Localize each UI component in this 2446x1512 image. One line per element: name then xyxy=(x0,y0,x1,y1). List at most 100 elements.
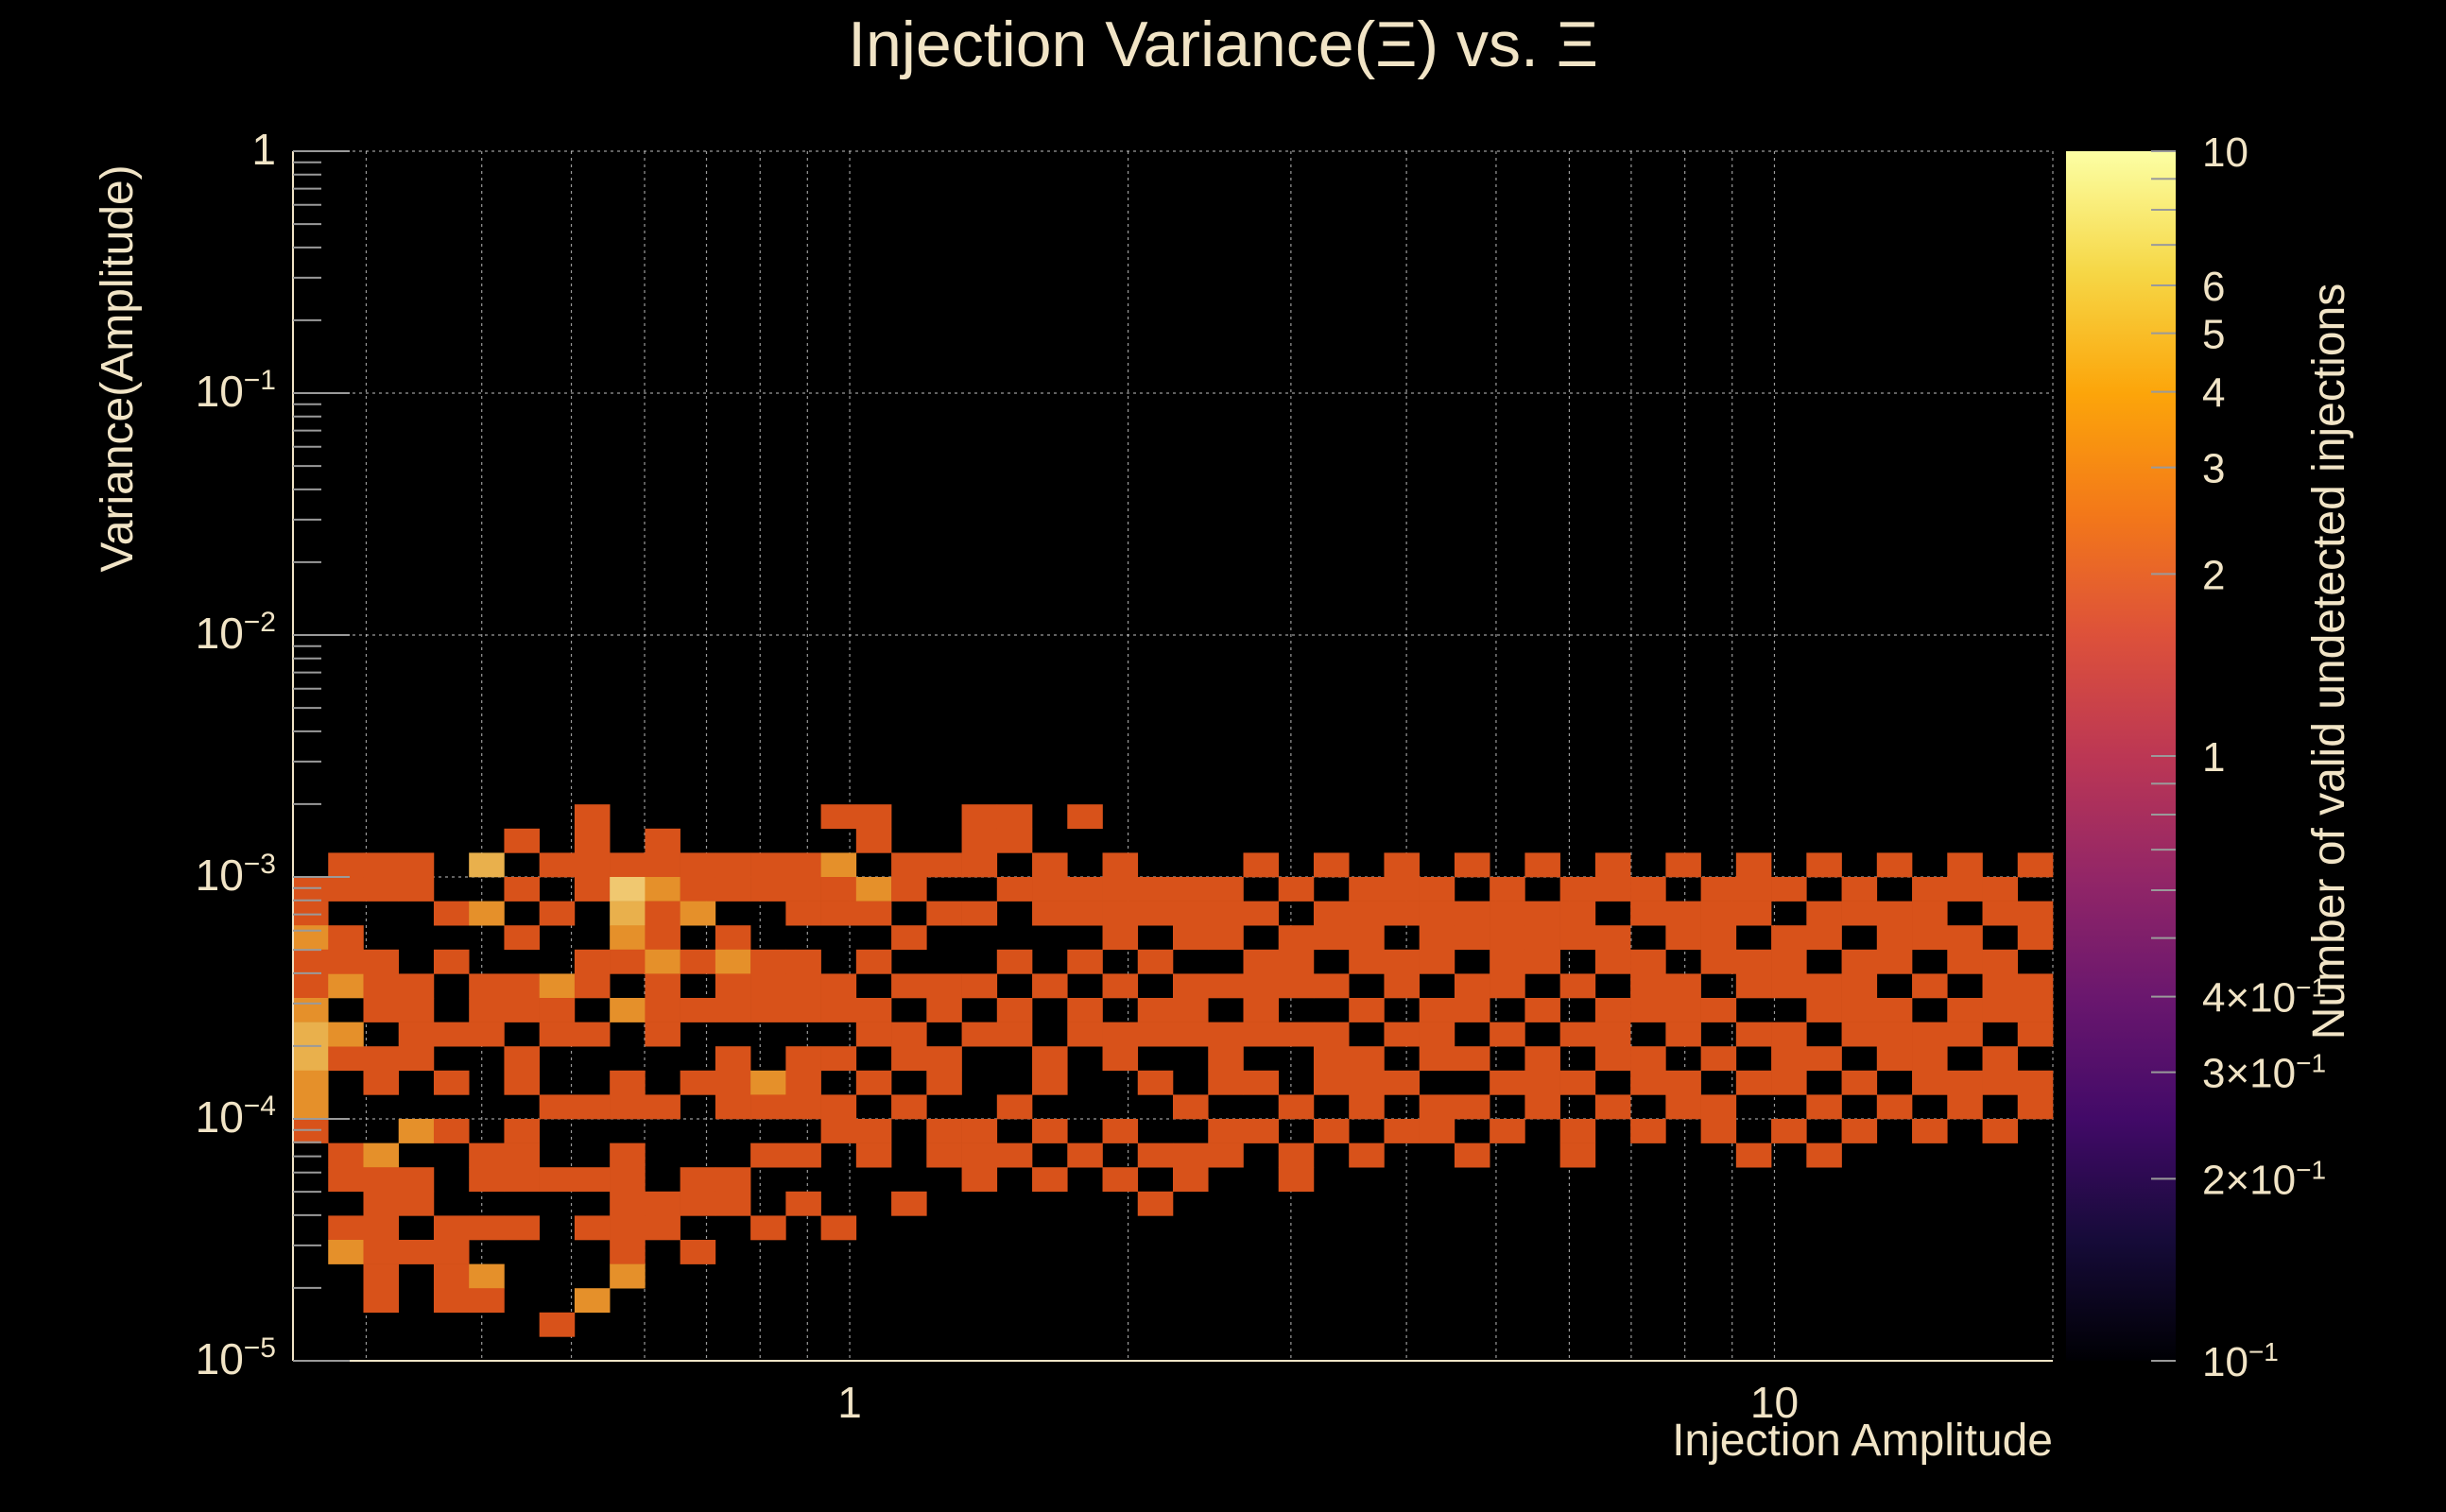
heatmap-cell xyxy=(433,1263,470,1289)
colorbar-tick-label: 2 xyxy=(2202,552,2225,598)
heatmap-cell xyxy=(1419,877,1456,902)
heatmap-cell xyxy=(1841,1119,1878,1143)
heatmap-cell xyxy=(1806,973,1842,999)
heatmap-cell xyxy=(1454,1143,1490,1168)
heatmap-cell xyxy=(1912,1070,1948,1095)
heatmap-cell xyxy=(398,973,435,999)
heatmap-cell xyxy=(645,852,680,878)
heatmap-cell xyxy=(328,1167,364,1193)
heatmap-cell xyxy=(1137,949,1174,974)
heatmap-cell xyxy=(750,1094,786,1120)
heatmap-cell xyxy=(1947,852,1983,878)
heatmap-cell xyxy=(855,804,892,830)
heatmap-cell xyxy=(2017,901,2054,926)
heatmap-cell xyxy=(750,998,786,1022)
heatmap-cell xyxy=(433,1022,470,1047)
heatmap-cell xyxy=(539,1094,576,1120)
heatmap-cell xyxy=(1454,1094,1490,1120)
heatmap-cell xyxy=(1349,1143,1385,1168)
heatmap-cell xyxy=(1137,1143,1174,1168)
heatmap-cell xyxy=(610,1070,646,1095)
heatmap-cell xyxy=(1102,852,1139,878)
heatmap-cell xyxy=(820,877,857,902)
heatmap-cell xyxy=(1208,1119,1244,1143)
heatmap-cell xyxy=(328,949,364,974)
heatmap-cell xyxy=(1137,1191,1174,1216)
heatmap-cell xyxy=(1243,998,1280,1022)
heatmap-cell xyxy=(750,973,786,999)
heatmap-cell xyxy=(1102,973,1139,999)
heatmap-cell xyxy=(1806,901,1842,926)
heatmap-cell xyxy=(293,1046,329,1072)
heatmap-cell xyxy=(1771,1046,1807,1072)
heatmap-cell xyxy=(1594,998,1631,1022)
heatmap-cell xyxy=(820,1046,857,1072)
heatmap-cell xyxy=(1490,901,1525,926)
heatmap-cell xyxy=(1594,852,1631,878)
heatmap-cell xyxy=(293,973,329,999)
heatmap-cell xyxy=(1700,925,1737,951)
heatmap-cell xyxy=(1067,1143,1103,1168)
heatmap-cell xyxy=(1876,901,1913,926)
heatmap-cell xyxy=(504,1070,540,1095)
heatmap-cell xyxy=(1912,901,1948,926)
heatmap-cell xyxy=(1243,1070,1280,1095)
heatmap-cell xyxy=(1419,1022,1456,1047)
heatmap-cell xyxy=(926,1119,962,1143)
heatmap-cell xyxy=(820,901,857,926)
colorbar-ticks: 10 65 4 3 2 1 4×10−1 3×10−1 2×10−1 10−1 xyxy=(2151,129,2326,1385)
heatmap-cell xyxy=(996,949,1033,974)
heatmap-cell xyxy=(2017,973,2054,999)
heatmap-cell xyxy=(398,1191,435,1216)
heatmap-cell xyxy=(1349,877,1385,902)
heatmap-cell xyxy=(961,1167,998,1193)
heatmap-cell xyxy=(610,1167,646,1193)
heatmap-cell xyxy=(680,1191,716,1216)
heatmap-cell xyxy=(1524,1046,1560,1072)
heatmap-cell xyxy=(574,828,611,853)
heatmap-cell xyxy=(1806,925,1842,951)
heatmap-cell xyxy=(785,1070,821,1095)
heatmap-cell xyxy=(1419,949,1456,974)
heatmap-cell xyxy=(1630,1070,1666,1095)
heatmap-cell xyxy=(961,1143,998,1168)
heatmap-cell xyxy=(750,949,786,974)
heatmap-cell xyxy=(1137,1022,1174,1047)
heatmap-cell xyxy=(504,1143,540,1168)
heatmap-cell xyxy=(504,1119,540,1143)
colorbar-tick-label: 3×10−1 xyxy=(2202,1049,2326,1097)
heatmap-cell xyxy=(469,852,505,878)
heatmap-cell xyxy=(891,852,927,878)
heatmap-cell xyxy=(1454,973,1490,999)
heatmap-cell xyxy=(1735,1022,1772,1047)
heatmap-cell xyxy=(1524,1070,1560,1095)
heatmap-cell xyxy=(715,1167,751,1193)
heatmap-cell xyxy=(433,1119,470,1143)
heatmap-cell xyxy=(539,1167,576,1193)
heatmap-cell xyxy=(855,949,892,974)
heatmap-cell xyxy=(610,1215,646,1241)
heatmap-cell xyxy=(1208,925,1244,951)
heatmap-cell xyxy=(926,1143,962,1168)
heatmap-cell xyxy=(1594,877,1631,902)
heatmap-cell xyxy=(363,1263,400,1289)
heatmap-cell xyxy=(1419,998,1456,1022)
heatmap-cell xyxy=(398,1119,435,1143)
heatmap-cell xyxy=(328,973,364,999)
heatmap-cell xyxy=(328,852,364,878)
heatmap-cell xyxy=(469,901,505,926)
heatmap-cell xyxy=(1243,1119,1280,1143)
colorbar-tick-label: 4 xyxy=(2202,370,2225,417)
heatmap-cell xyxy=(1806,1143,1842,1168)
heatmap-cell xyxy=(1524,852,1560,878)
heatmap-cell xyxy=(996,998,1033,1022)
heatmap-cell xyxy=(715,925,751,951)
heatmap-cell xyxy=(1490,925,1525,951)
heatmap-cell xyxy=(996,1094,1033,1120)
heatmap-cell xyxy=(1841,1022,1878,1047)
heatmap-cell xyxy=(785,1143,821,1168)
heatmap-cell xyxy=(610,1263,646,1289)
heatmap-cell xyxy=(926,973,962,999)
heatmap-cell xyxy=(961,973,998,999)
